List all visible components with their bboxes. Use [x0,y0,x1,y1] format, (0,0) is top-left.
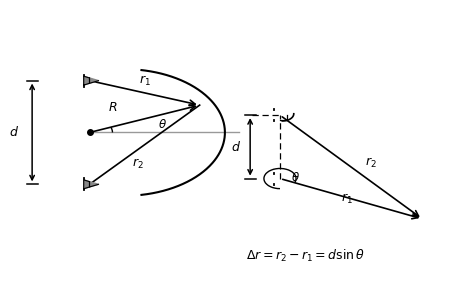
Text: $\theta$: $\theta$ [291,171,301,184]
Text: $r_1$: $r_1$ [139,74,151,88]
Text: $r_2$: $r_2$ [365,156,377,170]
Polygon shape [84,76,90,85]
Text: $R$: $R$ [108,101,117,114]
Polygon shape [84,180,90,189]
Text: $\theta$: $\theta$ [158,118,168,131]
Text: $r_2$: $r_2$ [132,157,144,171]
Text: $r_1$: $r_1$ [341,192,353,206]
Text: $\Delta r = r_2 - r_1 = d\sin\theta$: $\Delta r = r_2 - r_1 = d\sin\theta$ [246,248,365,264]
Text: $d$: $d$ [231,140,241,154]
Text: $d$: $d$ [9,126,19,139]
Polygon shape [90,182,99,187]
Polygon shape [90,78,99,83]
